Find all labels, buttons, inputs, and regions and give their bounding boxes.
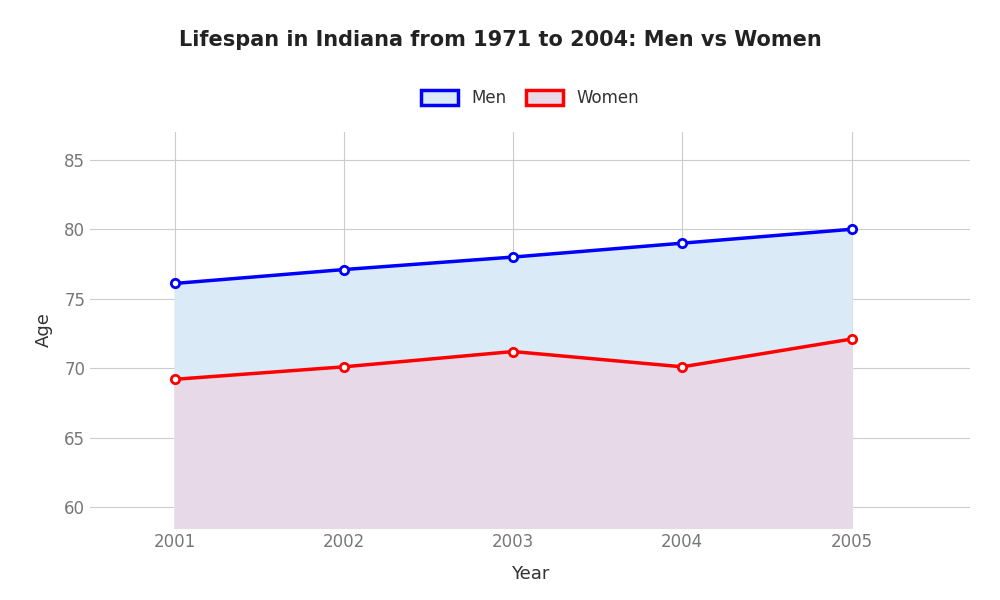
X-axis label: Year: Year bbox=[511, 565, 549, 583]
Legend: Men, Women: Men, Women bbox=[421, 89, 639, 107]
Text: Lifespan in Indiana from 1971 to 2004: Men vs Women: Lifespan in Indiana from 1971 to 2004: M… bbox=[179, 30, 821, 50]
Y-axis label: Age: Age bbox=[35, 313, 53, 347]
